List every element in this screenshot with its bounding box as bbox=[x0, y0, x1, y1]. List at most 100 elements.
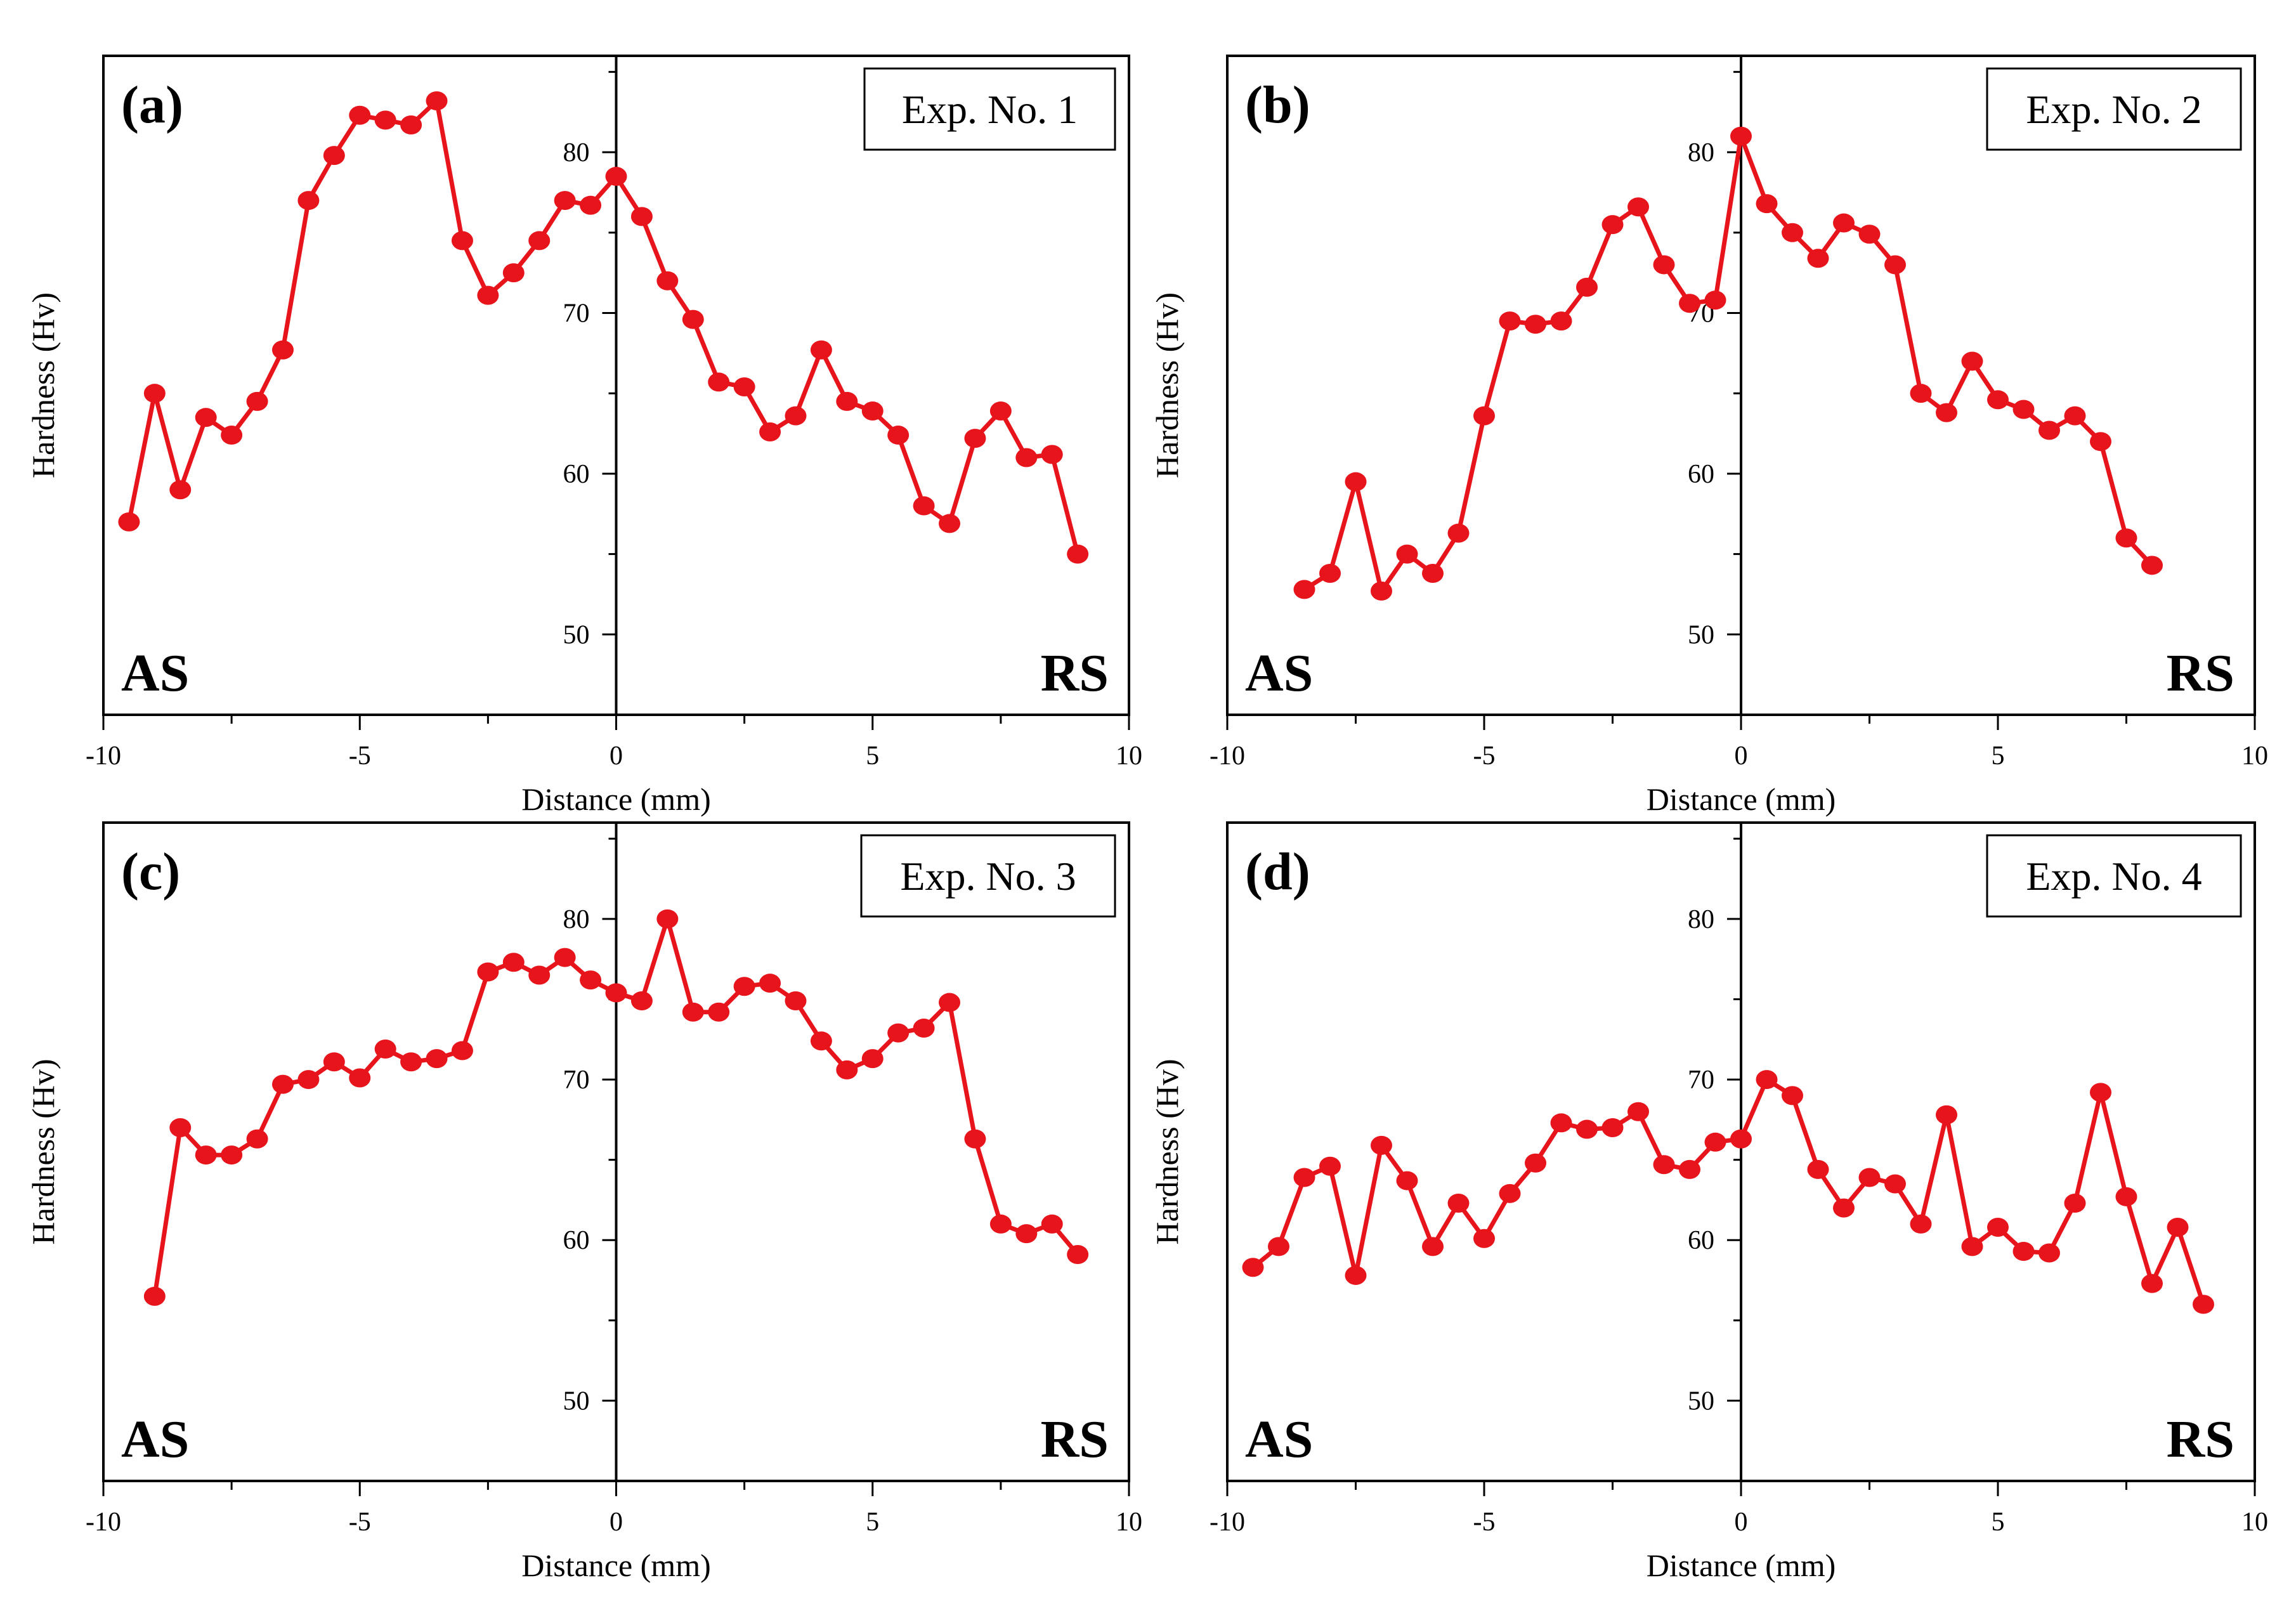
data-point bbox=[1396, 1171, 1418, 1190]
data-point bbox=[656, 271, 679, 290]
y-tick-label: 70 bbox=[563, 1066, 590, 1095]
data-point bbox=[426, 91, 448, 110]
y-tick-label: 60 bbox=[1688, 1226, 1714, 1255]
data-point bbox=[1576, 277, 1598, 297]
data-point bbox=[554, 948, 576, 967]
x-tick-label: -10 bbox=[86, 1508, 121, 1537]
data-point bbox=[374, 110, 396, 130]
data-point bbox=[1858, 225, 1881, 244]
data-point bbox=[1447, 1194, 1470, 1213]
data-point bbox=[2038, 421, 2060, 440]
data-point bbox=[810, 1031, 832, 1051]
x-tick-label: -5 bbox=[349, 1508, 371, 1537]
data-point bbox=[1936, 1105, 1957, 1125]
data-point bbox=[1987, 390, 2009, 410]
data-point bbox=[1525, 315, 1546, 334]
legend-box bbox=[1986, 834, 2242, 918]
data-point bbox=[143, 384, 166, 403]
data-point bbox=[1067, 1245, 1089, 1265]
data-point bbox=[1961, 351, 1983, 371]
y-tick-label: 50 bbox=[563, 1386, 590, 1416]
data-point bbox=[271, 1074, 294, 1094]
data-point bbox=[1242, 1258, 1264, 1277]
data-point bbox=[630, 991, 653, 1011]
x-tick-label: -10 bbox=[1210, 741, 1245, 771]
series-line bbox=[1251, 1077, 2206, 1305]
data-point bbox=[1858, 1168, 1881, 1187]
data-point bbox=[1041, 1214, 1063, 1234]
data-point bbox=[2193, 1294, 2214, 1314]
data-point bbox=[1782, 223, 1803, 242]
data-point bbox=[400, 1052, 422, 1072]
data-point bbox=[271, 340, 294, 360]
x-tick-label: 10 bbox=[1116, 1508, 1142, 1537]
x-tick-label: 10 bbox=[2241, 741, 2268, 771]
data-point bbox=[528, 231, 551, 251]
legend-text: Exp. No. 2 bbox=[2026, 87, 2201, 132]
data-point bbox=[400, 115, 422, 134]
data-point bbox=[451, 1041, 473, 1060]
data-point bbox=[1807, 249, 1829, 268]
advancing-side-label: AS bbox=[1245, 1410, 1313, 1469]
data-point bbox=[169, 480, 192, 500]
data-point bbox=[297, 1070, 320, 1090]
y-axis-title: Hardness (Hv) bbox=[25, 1059, 61, 1245]
data-point bbox=[1041, 445, 1063, 464]
data-point bbox=[708, 1002, 730, 1022]
data-point bbox=[1704, 1132, 1726, 1152]
data-point bbox=[1293, 580, 1315, 599]
panel-label: (d) bbox=[1245, 842, 1310, 901]
data-point bbox=[656, 909, 679, 929]
data-point bbox=[1601, 1118, 1624, 1138]
data-point bbox=[913, 1019, 935, 1038]
data-point bbox=[1319, 563, 1341, 583]
legend-box bbox=[1986, 67, 2242, 151]
data-point bbox=[477, 285, 499, 305]
data-point bbox=[1473, 1229, 1495, 1248]
data-point bbox=[195, 408, 217, 427]
data-point bbox=[580, 195, 602, 215]
data-point bbox=[1015, 1224, 1038, 1244]
data-point bbox=[554, 191, 576, 211]
series-line bbox=[1303, 134, 2154, 594]
data-point bbox=[1679, 294, 1700, 313]
data-point bbox=[810, 340, 832, 360]
data-point bbox=[733, 377, 755, 397]
data-point bbox=[2115, 1187, 2137, 1206]
data-point bbox=[759, 422, 781, 441]
y-tick-label: 80 bbox=[1688, 905, 1714, 934]
data-point bbox=[1371, 1135, 1392, 1155]
data-point bbox=[1833, 1198, 1855, 1218]
data-point bbox=[1961, 1237, 1983, 1256]
y-tick-label: 70 bbox=[1688, 1066, 1714, 1095]
data-point bbox=[733, 977, 755, 996]
data-point bbox=[349, 105, 371, 125]
x-axis-title: Distance (mm) bbox=[1647, 781, 1836, 817]
data-point bbox=[1807, 1159, 1829, 1179]
data-point bbox=[143, 1286, 166, 1306]
data-point bbox=[1345, 472, 1367, 492]
data-point bbox=[2038, 1243, 2060, 1263]
data-point bbox=[682, 310, 704, 329]
x-tick-label: -10 bbox=[1210, 1508, 1245, 1537]
advancing-side-label: AS bbox=[1245, 644, 1313, 703]
x-tick-label: 0 bbox=[1735, 1508, 1748, 1537]
data-point bbox=[989, 401, 1012, 421]
advancing-side-label: AS bbox=[121, 644, 189, 703]
data-point bbox=[887, 426, 910, 445]
x-axis-title: Distance (mm) bbox=[521, 781, 711, 817]
y-axis-title: Hardness (Hv) bbox=[25, 292, 61, 478]
data-point bbox=[1884, 1174, 1906, 1194]
data-point bbox=[1268, 1237, 1289, 1256]
y-axis-title: Hardness (Hv) bbox=[1149, 1059, 1185, 1245]
y-axis-title: Hardness (Hv) bbox=[1149, 292, 1185, 478]
data-point bbox=[1473, 406, 1495, 426]
x-tick-label: 0 bbox=[1735, 741, 1748, 771]
data-point bbox=[2064, 1194, 2086, 1213]
x-tick-label: 0 bbox=[610, 1508, 623, 1537]
data-point bbox=[2064, 406, 2086, 426]
y-tick-label: 50 bbox=[563, 620, 590, 649]
data-point bbox=[605, 983, 627, 1003]
data-point bbox=[1293, 1168, 1315, 1187]
